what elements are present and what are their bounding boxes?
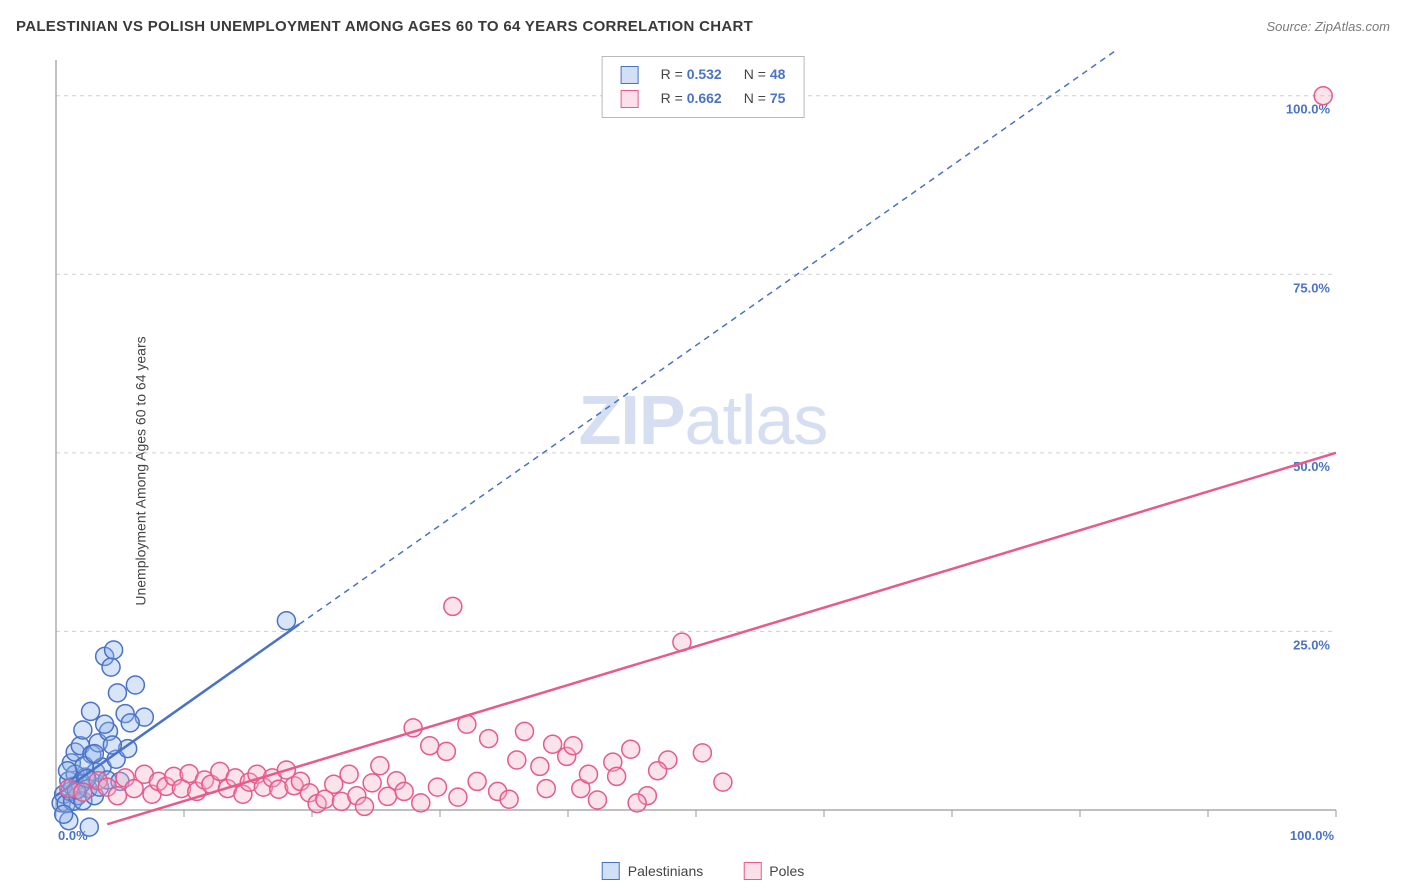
chart-area: Unemployment Among Ages 60 to 64 years 2…	[0, 50, 1406, 892]
legend-r: R = 0.532	[661, 63, 722, 87]
legend-item: Poles	[743, 862, 804, 880]
scatter-plot: 25.0%50.0%75.0%100.0%0.0%100.0%	[46, 50, 1386, 860]
legend-row: R = 0.532 N = 48	[621, 63, 786, 87]
legend-swatch	[621, 90, 639, 108]
chart-title: PALESTINIAN VS POLISH UNEMPLOYMENT AMONG…	[16, 18, 753, 35]
series-legend: Palestinians Poles	[602, 862, 805, 880]
legend-row: R = 0.662 N = 75	[621, 87, 786, 111]
legend-swatch	[602, 862, 620, 880]
svg-text:100.0%: 100.0%	[1290, 828, 1335, 843]
legend-r: R = 0.662	[661, 87, 722, 111]
correlation-legend: R = 0.532 N = 48 R = 0.662 N = 75	[602, 56, 805, 118]
legend-item: Palestinians	[602, 862, 704, 880]
legend-n: N = 48	[744, 63, 786, 87]
svg-text:75.0%: 75.0%	[1293, 280, 1330, 295]
legend-swatch	[621, 66, 639, 84]
legend-label: Poles	[769, 863, 804, 879]
source-label: Source: ZipAtlas.com	[1266, 19, 1390, 34]
svg-text:25.0%: 25.0%	[1293, 637, 1330, 652]
legend-swatch	[743, 862, 761, 880]
legend-label: Palestinians	[628, 863, 704, 879]
legend-n: N = 75	[744, 87, 786, 111]
title-bar: PALESTINIAN VS POLISH UNEMPLOYMENT AMONG…	[16, 18, 1390, 35]
